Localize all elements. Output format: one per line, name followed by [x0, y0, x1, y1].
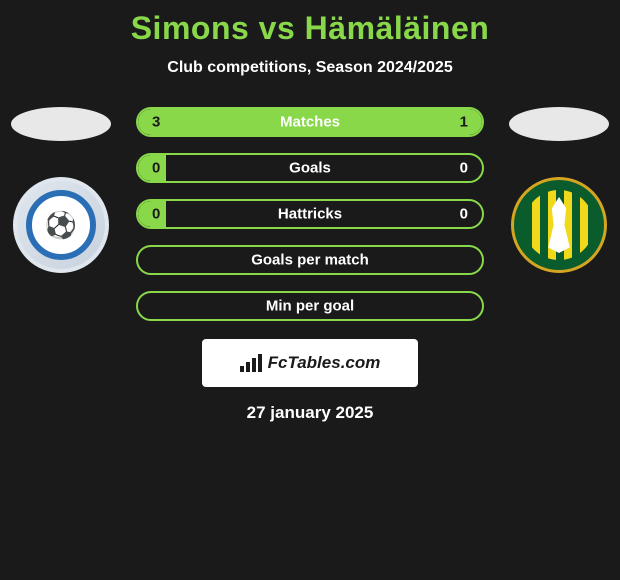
right-player-column: [504, 107, 614, 273]
stork-icon: [541, 197, 577, 253]
stat-bar: 3 Matches 1: [136, 107, 484, 137]
stat-value-right: 0: [460, 160, 468, 177]
page-title: Simons vs Hämäläinen: [0, 0, 620, 47]
brand-text: FcTables.com: [268, 353, 381, 373]
comparison-row: ⚽ 3 Matches 1 0 Goals 0 0 Hattricks 0 Goals per m…: [0, 107, 620, 321]
left-player-column: ⚽: [6, 107, 116, 273]
stat-value-right: 1: [460, 114, 468, 131]
stat-value-left: 0: [152, 160, 160, 177]
stat-label: Goals per match: [251, 252, 369, 269]
stat-label: Min per goal: [266, 298, 354, 315]
stat-label: Matches: [280, 114, 340, 131]
stat-label: Goals: [289, 160, 331, 177]
right-player-avatar: [509, 107, 609, 141]
stat-bar: 0 Hattricks 0: [136, 199, 484, 229]
subtitle: Club competitions, Season 2024/2025: [0, 59, 620, 77]
stat-value-left: 3: [152, 114, 160, 131]
stat-fill-right: [396, 109, 482, 135]
stat-bars: 3 Matches 1 0 Goals 0 0 Hattricks 0 Goals per mat…: [116, 107, 504, 321]
left-club-badge: ⚽: [13, 177, 109, 273]
stat-value-left: 0: [152, 206, 160, 223]
right-club-badge: [511, 177, 607, 273]
soccer-ball-icon: ⚽: [26, 190, 96, 260]
stat-fill-left: [138, 109, 396, 135]
stat-bar: Min per goal: [136, 291, 484, 321]
brand-watermark: FcTables.com: [202, 339, 418, 387]
stat-bar: 0 Goals 0: [136, 153, 484, 183]
bar-chart-icon: [240, 354, 262, 372]
stat-value-right: 0: [460, 206, 468, 223]
left-player-avatar: [11, 107, 111, 141]
club-stripes-icon: [524, 190, 594, 260]
date-text: 27 january 2025: [0, 403, 620, 423]
stat-bar: Goals per match: [136, 245, 484, 275]
stat-label: Hattricks: [278, 206, 342, 223]
